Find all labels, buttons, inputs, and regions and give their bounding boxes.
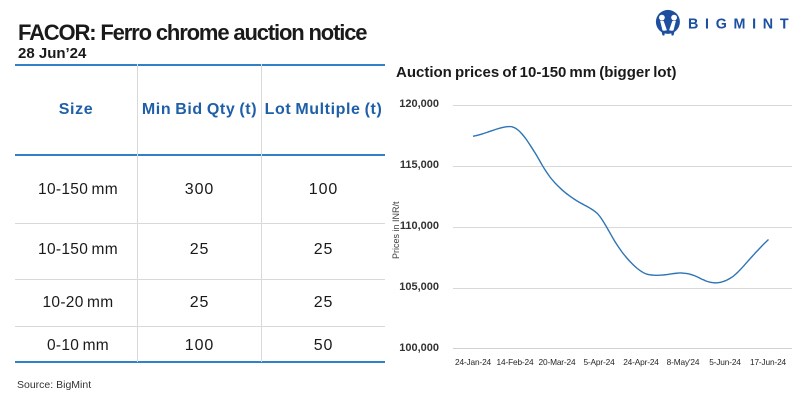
svg-text:BIGMINT: BIGMINT [688,17,795,33]
